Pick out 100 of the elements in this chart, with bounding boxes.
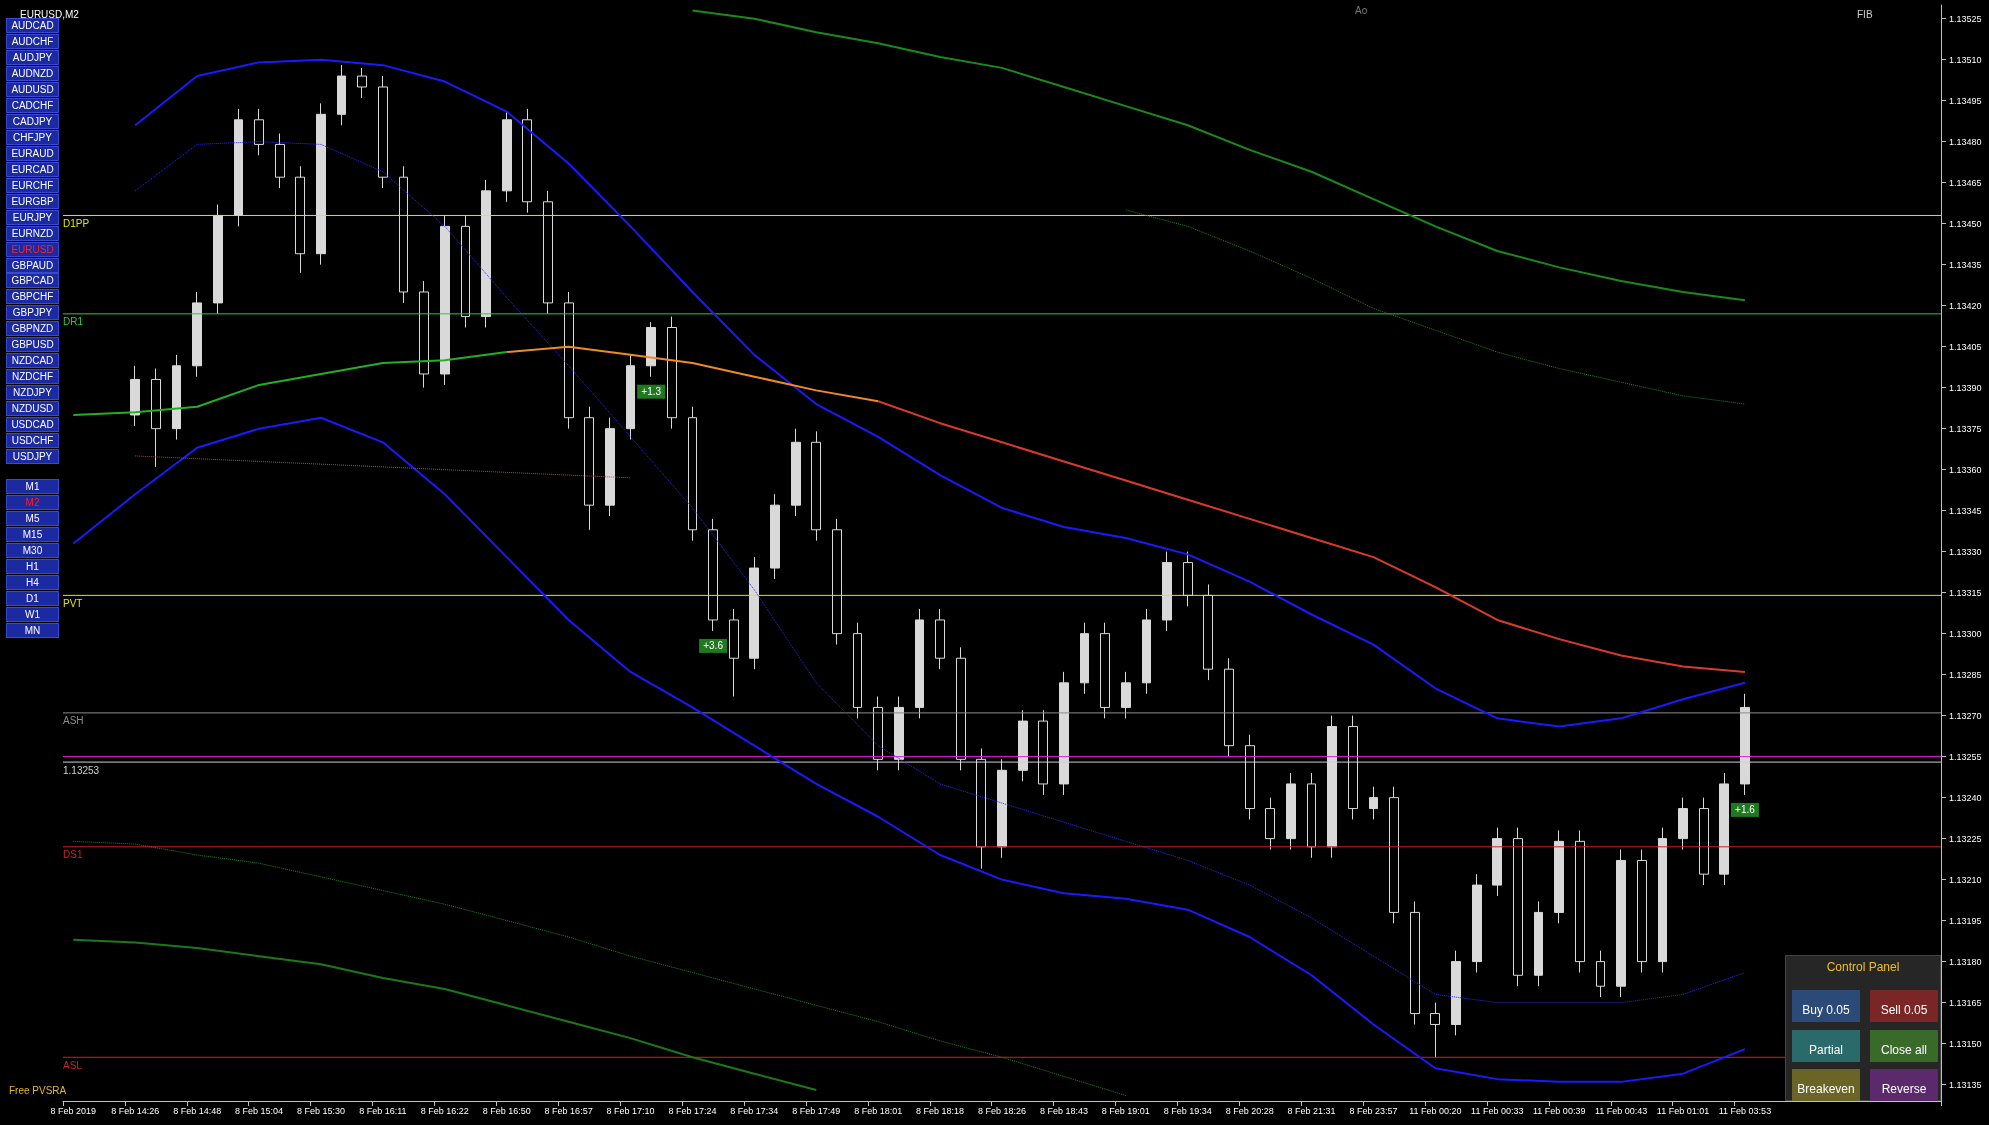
x-tick-label: 8 Feb 14:26: [111, 1105, 160, 1116]
y-tick-label: 1.13135: [1949, 1079, 1982, 1090]
text: H1: [6, 559, 59, 574]
candlestick: [1203, 583, 1213, 681]
y-tick-label: 1.13510: [1949, 54, 1982, 65]
x-tick-label: 11 Feb 00:33: [1471, 1105, 1524, 1116]
ref-line-label: DS1: [63, 849, 83, 861]
text: +3.6: [703, 640, 723, 652]
text: AUDNZD: [6, 66, 59, 81]
candlestick: [275, 132, 285, 189]
x-tick-label: 11 Feb 03:53: [1718, 1105, 1772, 1116]
candlestick: [1369, 786, 1378, 820]
candlestick: [1658, 827, 1667, 974]
text: M15: [6, 527, 59, 542]
candlestick: [130, 365, 140, 427]
candlestick: [502, 111, 512, 203]
candlestick: [1513, 827, 1523, 987]
candlestick: [1596, 950, 1605, 998]
x-tick-label: 8 Feb 20:28: [1225, 1105, 1274, 1116]
y-tick-label: 1.13210: [1949, 874, 1982, 885]
annotation: Reverse: [1870, 1069, 1938, 1101]
candlestick: [667, 316, 677, 430]
candlestick: [357, 67, 367, 99]
candlestick: [1472, 873, 1482, 974]
candlestick: [399, 165, 408, 304]
x-tick-label: 8 Feb 2019: [50, 1105, 97, 1116]
x-tick-label: 8 Feb 15:30: [296, 1105, 345, 1116]
text: EURUSD: [6, 242, 59, 257]
text: D1: [6, 591, 59, 606]
candlestick: [461, 214, 470, 329]
x-tick-label: 8 Feb 17:49: [792, 1105, 841, 1116]
y-tick-label: 1.13420: [1949, 300, 1982, 311]
candlestick: [234, 108, 243, 227]
annotation: Breakeven: [1792, 1069, 1860, 1101]
text: M5: [6, 511, 59, 526]
line-series: [877, 400, 1746, 673]
ref-line-label: ASH: [63, 715, 84, 727]
chart-title: EURUSD,M2: [20, 8, 80, 20]
candlestick: [626, 354, 635, 441]
candlestick: [1637, 849, 1647, 974]
x-tick-label: 8 Feb 15:04: [235, 1105, 284, 1116]
ref-line-label: ASL: [63, 1059, 83, 1071]
y-tick-label: 1.13285: [1949, 669, 1982, 680]
text: M30: [6, 543, 59, 558]
text: GBPUSD: [6, 337, 59, 352]
text: USDCHF: [6, 433, 59, 448]
y-tick-label: 1.13525: [1949, 13, 1982, 24]
candlestick: [151, 368, 161, 468]
candlestick: [1410, 900, 1420, 1025]
line-series: [505, 345, 880, 403]
y-tick-label: 1.13405: [1949, 341, 1982, 352]
x-tick-label: 8 Feb 16:11: [359, 1105, 407, 1116]
x-tick-label: 11 Feb 00:20: [1409, 1105, 1462, 1116]
candlestick: [1554, 829, 1564, 924]
candlestick: [1265, 797, 1275, 851]
text: GBPCHF: [6, 289, 59, 304]
candlestick: [832, 518, 842, 646]
candlestick: [254, 108, 264, 156]
x-tick-label: 8 Feb 19:34: [1163, 1105, 1212, 1116]
x-tick-label: 8 Feb 14:48: [173, 1105, 222, 1116]
x-tick-label: 8 Feb 17:10: [606, 1105, 655, 1116]
y-tick-label: 1.13225: [1949, 833, 1982, 844]
x-tick-label: 8 Feb 19:01: [1101, 1105, 1150, 1116]
line-series: [134, 58, 1746, 728]
x-tick-label: 8 Feb 17:24: [668, 1105, 717, 1116]
candlestick: [1224, 657, 1234, 758]
candlestick: [1678, 797, 1688, 851]
candlestick: [172, 354, 181, 441]
text: MN: [6, 623, 59, 638]
x-tick-label: 8 Feb 16:57: [544, 1105, 593, 1116]
x-tick-label: 8 Feb 18:01: [854, 1105, 903, 1116]
text: GBPCAD: [6, 273, 59, 288]
ref-line-label: PVT: [63, 597, 83, 609]
annotation: Control Panel: [1825, 960, 1901, 974]
candlestick: [584, 406, 594, 531]
y-tick-label: 1.13315: [1949, 587, 1982, 598]
y-tick-label: 1.13375: [1949, 423, 1982, 434]
candlestick: [316, 102, 326, 266]
candlestick: [770, 493, 780, 580]
y-tick-label: 1.13255: [1949, 751, 1982, 762]
y-tick-label: 1.13495: [1949, 95, 1982, 106]
x-tick-label: 8 Feb 18:43: [1039, 1105, 1088, 1116]
candlestick: [440, 214, 450, 386]
text: M2: [6, 495, 59, 510]
candlestick: [1121, 671, 1131, 719]
candlestick: [708, 518, 718, 632]
text: GBPAUD: [6, 258, 59, 273]
x-tick-label: 11 Feb 01:01: [1656, 1105, 1710, 1116]
y-tick-label: 1.13330: [1949, 546, 1982, 557]
candlestick: [419, 280, 429, 389]
candlestick: [337, 64, 346, 126]
candlestick: [688, 406, 697, 542]
candlestick: [1183, 551, 1193, 607]
candlestick: [605, 417, 615, 517]
candlestick: [646, 321, 656, 378]
line-series: [72, 351, 508, 416]
candlestick: [192, 291, 202, 378]
annotation: Free PVSRA: [9, 1085, 67, 1096]
x-tick-label: 8 Feb 23:57: [1349, 1105, 1398, 1116]
text: AUDJPY: [6, 50, 59, 65]
